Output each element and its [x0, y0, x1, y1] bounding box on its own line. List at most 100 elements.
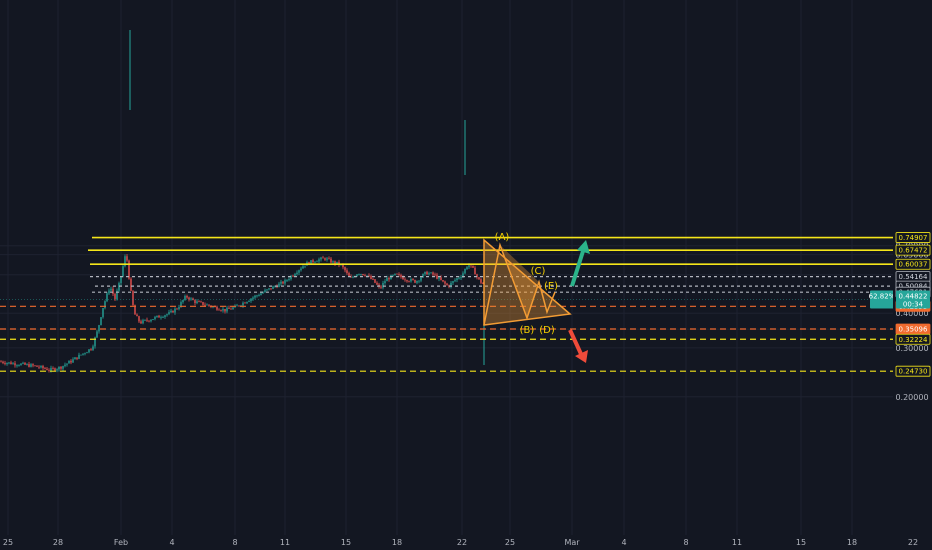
candle-body [162, 317, 164, 318]
candle-body [172, 310, 174, 313]
candle-body [472, 265, 474, 268]
candle-body [70, 360, 72, 363]
candle-body [190, 298, 192, 300]
candle-body [244, 302, 246, 304]
candle-body [8, 362, 10, 364]
candle-body [348, 273, 350, 277]
horizontal-levels: 0.749070.674720.600370.541640.500840.476… [0, 232, 931, 377]
candle-body [446, 283, 448, 286]
candle-body [308, 262, 310, 265]
wave-fill [500, 245, 539, 318]
candle-body [246, 301, 248, 304]
candle-body [144, 319, 146, 321]
candle-body [466, 267, 468, 269]
candle-body [2, 361, 4, 363]
wave-label: (D) [539, 325, 555, 336]
level-tag [895, 365, 931, 377]
percent-tag [870, 290, 894, 309]
candle-body [286, 280, 288, 281]
candle-body [24, 362, 26, 365]
x-tick-label: 28 [53, 538, 63, 547]
candle-body [298, 270, 300, 273]
candle-body [482, 282, 484, 284]
candle-body [288, 279, 290, 281]
candle-body [54, 368, 56, 371]
x-tick-label: 11 [732, 538, 742, 547]
candle-body [352, 276, 354, 278]
candle-body [12, 363, 14, 365]
x-tick-label: Mar [564, 538, 580, 547]
candle-body [322, 257, 324, 259]
candle-body [276, 286, 278, 288]
candle-body [18, 365, 20, 367]
candle-body [228, 307, 230, 309]
candle-body [38, 366, 40, 368]
candle-body [4, 362, 6, 364]
candle-body [148, 320, 150, 322]
grid [0, 0, 914, 535]
x-tick-label: 8 [683, 538, 688, 547]
candle-body [0, 361, 2, 363]
candle-body [68, 360, 70, 364]
candle-body [188, 297, 190, 300]
candle-body [220, 310, 222, 312]
candle-body [76, 357, 78, 359]
candle-body [324, 258, 326, 260]
candle-body [42, 365, 44, 369]
candle-body [222, 309, 224, 311]
candle-body [184, 296, 186, 301]
candle-body [476, 274, 478, 278]
level-tag-label: 0.74907 [899, 234, 928, 242]
candle-body [328, 258, 330, 260]
candle-body [376, 282, 378, 285]
candle-body [218, 309, 220, 311]
x-tick-label: 18 [392, 538, 402, 547]
candles [0, 30, 485, 373]
candle-body [428, 273, 430, 275]
candle-body [318, 259, 320, 262]
candle-body [72, 359, 74, 363]
candle-body [422, 273, 424, 278]
x-tick-label: 22 [457, 538, 467, 547]
candle-body [74, 357, 76, 360]
candle-body [364, 275, 366, 277]
candle-body [34, 365, 36, 367]
candle-body [454, 280, 456, 282]
candle-body [174, 308, 176, 313]
candle-body [84, 353, 86, 354]
candle-body [104, 301, 106, 309]
candle-body [80, 354, 82, 356]
candle-body [280, 281, 282, 284]
level-tag [895, 258, 931, 270]
candle-body [150, 319, 152, 322]
candle-body [320, 257, 322, 260]
candle-body [160, 317, 162, 319]
time-axis-bg [0, 535, 932, 550]
candle-body [130, 278, 132, 291]
candle-body [258, 295, 260, 296]
candle-body [412, 278, 414, 280]
candle-body [196, 301, 198, 304]
x-tick-label: Feb [114, 538, 128, 547]
candle-body [14, 363, 16, 366]
candle-body [326, 258, 328, 260]
candle-body [64, 364, 66, 366]
current-price-value: 0.44822 [899, 292, 928, 300]
candle-body [452, 281, 454, 283]
candle-body [372, 278, 374, 280]
candle-body [350, 276, 352, 278]
candle-body [260, 293, 262, 296]
candle-body [110, 288, 112, 291]
candle-body [426, 271, 428, 275]
current-price-tag [896, 290, 930, 309]
candle-body [28, 364, 30, 367]
candle-body [152, 319, 154, 320]
candle-body [406, 280, 408, 282]
candle-body [202, 301, 204, 305]
candle-body [336, 261, 338, 264]
candle-body [450, 282, 452, 287]
candle-body [198, 301, 200, 303]
candle-body [432, 272, 434, 275]
wave-label: (E) [544, 281, 558, 292]
